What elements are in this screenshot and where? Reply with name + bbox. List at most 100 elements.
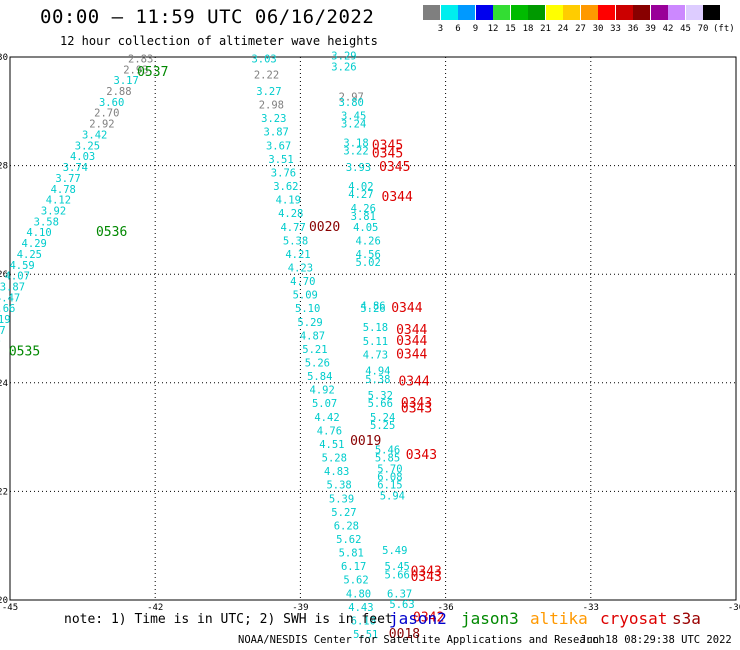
scale-swatch xyxy=(563,5,580,20)
pass-time-label: 0537 xyxy=(137,65,168,80)
scale-unit: (ft) xyxy=(713,24,735,34)
swh-value-label: 4.28 xyxy=(278,208,303,220)
swh-value-label: 3.24 xyxy=(341,119,366,131)
scale-swatch xyxy=(458,5,475,20)
swh-value-label: 3.25 xyxy=(75,140,100,152)
scale-label: 24 xyxy=(557,24,569,34)
swh-value-label: 4.94 xyxy=(365,366,390,378)
swh-value-label: 2.70 xyxy=(94,108,119,120)
scale-label: 42 xyxy=(662,24,674,34)
swh-value-label: 3.60 xyxy=(99,97,124,109)
swh-value-label: 2.98 xyxy=(259,100,284,112)
swh-value-label: 5.49 xyxy=(382,545,407,557)
swh-value-label: 6.37 xyxy=(387,588,412,600)
swh-value-label: 3.67 xyxy=(266,140,291,152)
pass-time-label: 0018 xyxy=(389,627,420,642)
pass-time-label: 0344 xyxy=(396,347,427,362)
swh-value-label: 4.47 xyxy=(0,292,20,304)
swh-value-label: 5.66 xyxy=(368,398,393,410)
pass-time-label: 0343 xyxy=(411,565,442,580)
footer-note: note: 1) Time is in UTC; 2) SWH is in fe… xyxy=(64,612,393,627)
scale-swatch xyxy=(598,5,615,20)
swh-value-label: 5.18 xyxy=(363,322,388,334)
swh-value-label: 3.45 xyxy=(341,110,366,122)
pass-time-label: 0345 xyxy=(379,160,410,175)
swh-value-label: 3.27 xyxy=(256,86,281,98)
swh-value-label: 3.51 xyxy=(268,154,293,166)
swh-value-label: 5.29 xyxy=(297,317,322,329)
satellite-legend-s3a: s3a xyxy=(672,609,701,628)
credit-text: NOAA/NESDIS Center for Satellite Applica… xyxy=(238,634,605,646)
swh-value-label: 3.92 xyxy=(41,205,66,217)
swh-value-label: 3.76 xyxy=(271,167,296,179)
swh-value-label: 3.18 xyxy=(343,138,368,150)
pass-time-label: 0342 xyxy=(413,611,444,626)
swh-value-label: 5.07 xyxy=(312,398,337,410)
swh-value-label: 4.10 xyxy=(26,227,51,239)
scale-label: 39 xyxy=(645,24,656,34)
scale-swatch xyxy=(650,5,668,20)
swh-value-label: 4.05 xyxy=(353,222,378,234)
scale-swatch xyxy=(528,5,545,20)
scale-label: 18 xyxy=(522,24,534,34)
swh-value-label: 5.62 xyxy=(343,575,368,587)
plot-frame xyxy=(9,56,737,601)
swh-value-label: 3.80 xyxy=(339,97,364,109)
y-tick-label: 30 xyxy=(0,53,8,63)
scale-swatch xyxy=(545,5,563,20)
swh-value-label: 5.94 xyxy=(380,491,405,503)
swh-value-label: 2.83 xyxy=(128,53,153,65)
swh-value-label: 4.02 xyxy=(348,181,373,193)
swh-value-label: 5.21 xyxy=(302,344,327,356)
swh-value-label: 4.83 xyxy=(324,466,349,478)
scale-label: 45 xyxy=(680,24,691,34)
scale-swatch xyxy=(615,5,633,20)
pass-time-label: 0536 xyxy=(96,225,127,240)
y-tick-label: 20 xyxy=(0,596,8,606)
y-tick-label: 24 xyxy=(0,379,8,389)
swh-value-label: 4.07 xyxy=(5,271,30,283)
swh-value-label: 4.87 xyxy=(300,330,325,342)
swh-value-label: 5.51 xyxy=(353,629,378,641)
swh-value-label: 5.38 xyxy=(326,480,351,492)
swh-value-label: 2.93 xyxy=(123,64,148,76)
swh-value-label: 4.78 xyxy=(51,184,76,196)
swh-value-label: 4.42 xyxy=(314,412,339,424)
scale-swatch xyxy=(580,5,598,20)
swh-value-label: 4.26 xyxy=(356,235,381,247)
pass-time-label: 0344 xyxy=(382,190,413,205)
swh-value-label: 5.27 xyxy=(331,507,356,519)
scale-swatch xyxy=(440,5,458,20)
swh-value-label: 4.51 xyxy=(319,439,344,451)
swh-value-label: 5.84 xyxy=(307,371,332,383)
swh-value-label: 3.03 xyxy=(251,53,276,65)
scale-label: 33 xyxy=(610,24,621,34)
swh-value-label: 4.80 xyxy=(346,588,371,600)
swh-value-label: 5.66 xyxy=(385,569,410,581)
swh-value-label: 5.70 xyxy=(377,463,402,475)
scale-label: 15 xyxy=(505,24,516,34)
scale-swatch xyxy=(633,5,650,20)
swh-value-label: 5.39 xyxy=(329,493,354,505)
swh-value-label: 3.22 xyxy=(343,146,368,158)
swh-value-label: 4.92 xyxy=(310,385,335,397)
satellite-legend-jason3: jason3 xyxy=(461,609,519,628)
swh-value-label: 3.81 xyxy=(351,211,376,223)
swh-value-label: 3.87 xyxy=(264,127,289,139)
swh-value-label: 6.10 xyxy=(351,615,376,627)
pass-time-label: 0019 xyxy=(350,434,381,449)
swh-value-label: 4.19 xyxy=(276,195,301,207)
swh-value-label: 5.26 xyxy=(360,303,385,315)
pass-time-label: 0343 xyxy=(401,402,432,417)
pass-time-label: 0344 xyxy=(396,323,427,338)
swh-value-label: 6.15 xyxy=(377,480,402,492)
swh-value-label: 5.81 xyxy=(339,548,364,560)
scale-label: 6 xyxy=(455,24,461,34)
swh-value-label: 5.85 xyxy=(375,453,400,465)
swh-value-label: 3.77 xyxy=(55,173,80,185)
swh-value-label: 3.58 xyxy=(34,216,59,228)
x-tick-label: -33 xyxy=(583,603,599,613)
swh-value-label: 4.25 xyxy=(17,249,42,261)
scale-label: 70 xyxy=(697,24,709,34)
scale-swatch xyxy=(703,5,720,20)
